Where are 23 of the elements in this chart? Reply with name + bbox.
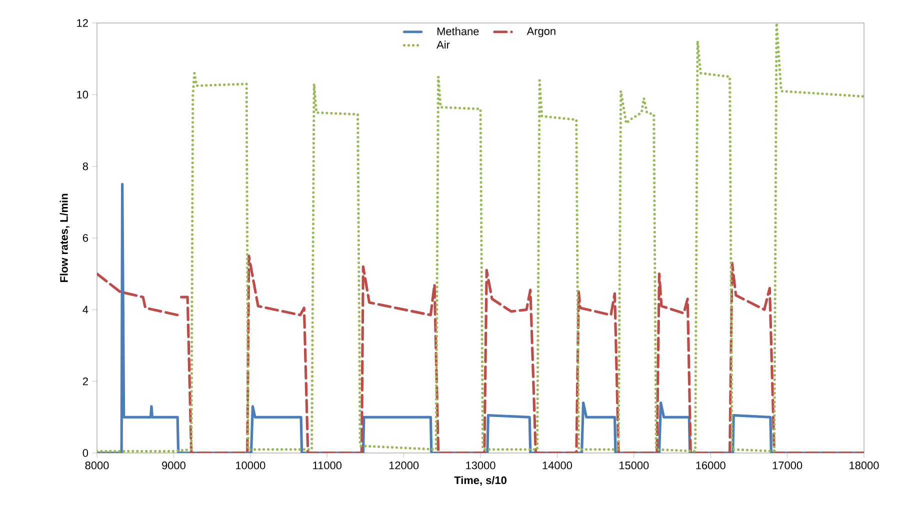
x-tick-label: 14000 [542,462,572,470]
legend-label: Methane [437,27,479,36]
y-tick-label: 10 [77,90,88,99]
x-axis-title: Time, s/10 [454,476,506,486]
y-tick-label: 8 [82,162,88,170]
x-tick-label: 10000 [236,462,266,470]
y-tick-label: 4 [82,306,88,314]
x-tick-label: 12000 [389,462,419,470]
y-tick-label: 0 [82,449,88,457]
x-tick-label: 16000 [696,462,726,470]
y-tick-label: 12 [77,19,88,27]
x-tick-label: 9000 [162,462,186,470]
x-tick-label: 11000 [313,462,342,470]
x-tick-label: 13000 [466,462,496,470]
x-tick-label: 18000 [850,462,879,470]
y-axis-title: Flow rates, L/min [60,194,70,282]
x-tick-label: 15000 [620,462,649,470]
legend-label: Air [436,40,450,49]
y-tick-label: 6 [82,234,88,242]
y-tick-label: 2 [82,378,88,386]
x-tick-label: 8000 [85,462,109,470]
x-tick-label: 17000 [772,462,802,470]
legend-label: Argon [526,27,556,38]
